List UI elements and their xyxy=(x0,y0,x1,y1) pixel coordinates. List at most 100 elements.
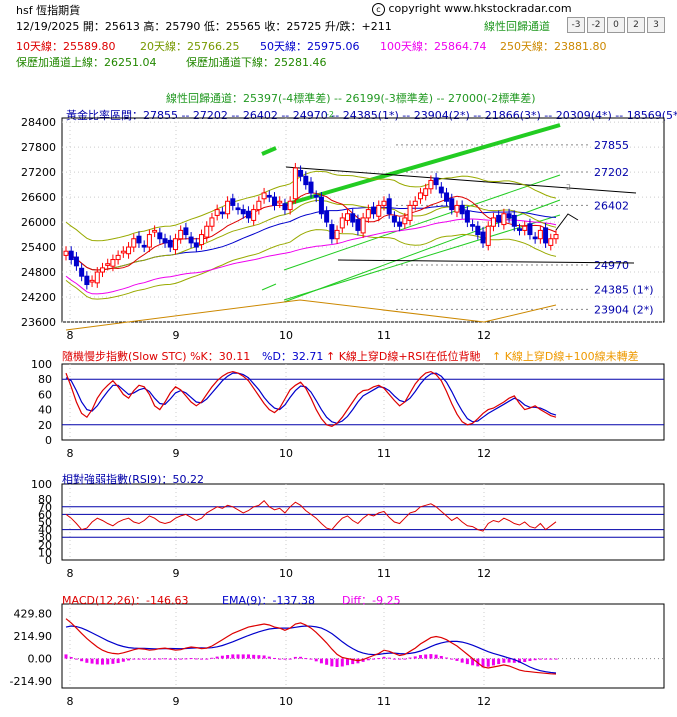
candle-body xyxy=(444,192,450,202)
candle-body xyxy=(485,225,491,246)
channel-button-2[interactable]: 2 xyxy=(627,17,645,33)
rsi-y-tick-label: 40 xyxy=(38,524,52,537)
stc-y-tick-label: 80 xyxy=(38,373,52,386)
candle-body xyxy=(214,209,220,216)
candle-body xyxy=(480,231,486,244)
candle-body xyxy=(423,188,429,196)
fib-level-label: 26402 xyxy=(594,199,629,212)
candle-body xyxy=(548,238,554,246)
channel-mark-label: 2 xyxy=(566,183,571,192)
macd-histogram-bar xyxy=(340,658,344,667)
macd-histogram-bar xyxy=(512,658,516,663)
channel-button-minus2[interactable]: -2 xyxy=(587,17,605,33)
channel-button-3[interactable]: 3 xyxy=(647,17,665,33)
candle-body xyxy=(209,217,215,227)
candle-body xyxy=(355,219,361,231)
stc-signal2: ↑ K線上穿D線+100線未轉差 xyxy=(492,348,639,364)
candle-body xyxy=(350,213,356,223)
main-y-tick-label: 28400 xyxy=(21,116,56,129)
candle-body xyxy=(298,169,304,177)
candle-body xyxy=(172,238,178,251)
macd-histogram-bar xyxy=(528,658,532,661)
macd-ema-line xyxy=(65,625,557,674)
macd-histogram-bar xyxy=(111,658,115,664)
ma100-line xyxy=(65,218,557,295)
main-y-tick-label: 23600 xyxy=(21,316,56,329)
macd-histogram-bar xyxy=(80,658,84,662)
main-x-tick-label: 8 xyxy=(67,329,74,342)
rsi-y-tick-label: 60 xyxy=(38,508,52,521)
rsi-y-tick-label: 10 xyxy=(38,546,52,559)
candle-body xyxy=(454,204,460,213)
macd-histogram-bar xyxy=(299,656,303,659)
candle-body xyxy=(79,267,85,277)
candle-body xyxy=(105,263,111,266)
macd-histogram-bar xyxy=(382,656,386,659)
channel-button-minus3[interactable]: -3 xyxy=(567,17,585,33)
candle-body xyxy=(329,224,335,240)
candle-body xyxy=(110,259,116,267)
macd-histogram-bar xyxy=(351,658,355,665)
candle-body xyxy=(245,210,251,219)
candle-body xyxy=(308,181,314,194)
macd-histogram-bar xyxy=(246,654,250,659)
macd-histogram-bar xyxy=(210,657,214,659)
stc-x-tick-label: 8 xyxy=(67,447,74,460)
candle-body xyxy=(506,213,512,219)
ohlc-line: 12/19/2025 開：25613 高：25790 低：25565 收：257… xyxy=(16,20,392,33)
candle-body xyxy=(407,204,413,221)
candle-body xyxy=(146,234,152,248)
candle-body xyxy=(261,192,267,200)
regression-channel-line xyxy=(283,174,561,271)
macd-histogram-bar xyxy=(309,658,313,660)
candle-body xyxy=(188,236,194,244)
macd-histogram-bar xyxy=(173,658,177,660)
candle-body xyxy=(230,198,236,206)
macd-histogram-bar xyxy=(408,657,412,659)
candle-body xyxy=(152,229,158,233)
macd-histogram-bar xyxy=(100,658,104,665)
stc-signal1-label: K線上穿D線+RSI在低位背馳 xyxy=(338,350,481,363)
candle-body xyxy=(162,238,168,244)
macd-histogram-bar xyxy=(481,658,485,668)
macd-y-tick-label: -214.90 xyxy=(10,675,52,688)
macd-histogram-bar xyxy=(257,655,261,659)
macd-histogram-bar xyxy=(142,658,146,660)
candle-body xyxy=(318,196,324,215)
candle-body xyxy=(412,200,418,206)
macd-histogram-bar xyxy=(429,654,433,659)
fib-level-label: 23904 (2*) xyxy=(594,303,654,316)
copyright-text: c copyright www.hkstockradar.com xyxy=(372,2,572,16)
channel-button-0[interactable]: 0 xyxy=(607,17,625,33)
rsi-title: 相對強弱指數(RSI9)：50.22 xyxy=(62,473,204,486)
candle-body xyxy=(386,198,392,215)
rsi-y-tick-label: 0 xyxy=(45,554,52,567)
candle-body xyxy=(136,235,142,244)
macd-x-tick-label: 11 xyxy=(377,695,391,708)
macd-histogram-bar xyxy=(424,654,428,659)
macd-x-tick-label: 9 xyxy=(173,695,180,708)
stc-frame xyxy=(61,363,665,441)
macd-histogram-bar xyxy=(241,654,245,659)
rsi-x-tick-label: 9 xyxy=(173,567,180,580)
macd-histogram-bar xyxy=(64,654,68,659)
candle-body xyxy=(511,214,517,227)
rsi-x-tick-label: 11 xyxy=(377,567,391,580)
macd-histogram-bar xyxy=(377,658,381,660)
candle-body xyxy=(204,225,210,238)
macd-x-tick-label: 12 xyxy=(477,695,491,708)
stc-d-label: %D：32.71 xyxy=(262,350,324,363)
candle-body xyxy=(199,234,205,246)
candle-body xyxy=(339,217,345,229)
candle-body xyxy=(459,204,465,215)
macd-title: MACD(12,26)：-146.63 xyxy=(62,594,189,607)
candle-body xyxy=(334,229,340,240)
macd-histogram-bar xyxy=(372,658,376,660)
macd-histogram-bar xyxy=(445,657,449,659)
candle-body xyxy=(167,239,173,248)
macd-histogram-bar xyxy=(502,658,506,663)
candle-body xyxy=(490,217,496,227)
ma20-label: 20天線：25766.25 xyxy=(140,40,240,53)
candle-body xyxy=(225,200,231,215)
